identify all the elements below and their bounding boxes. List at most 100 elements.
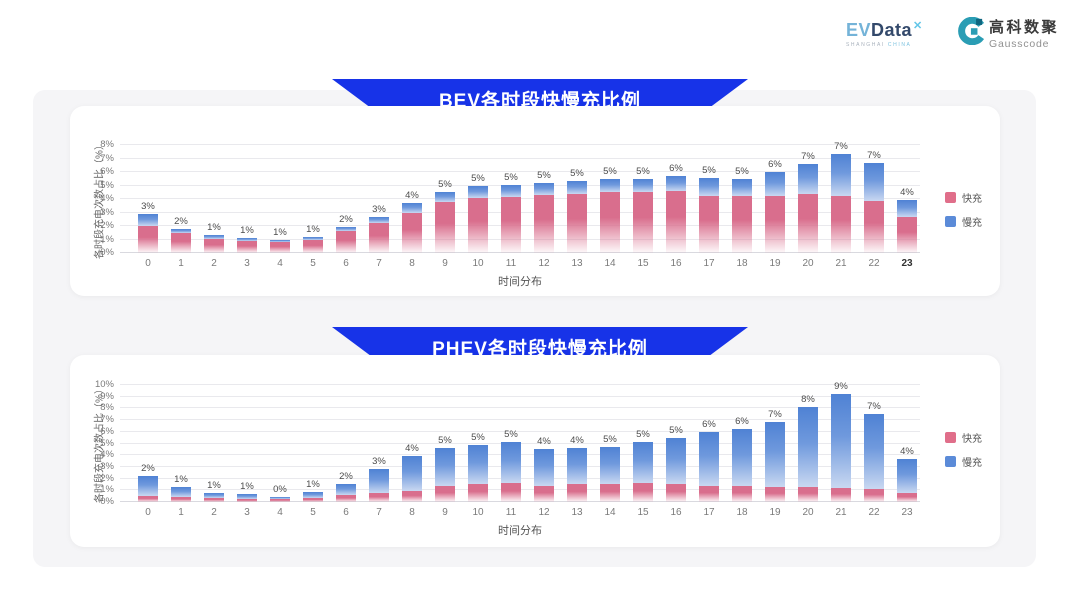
slow-charge-segment (600, 447, 620, 485)
x-tick-label: 22 (868, 507, 880, 518)
bar-value-label: 5% (504, 171, 518, 183)
slow-charge-segment (369, 469, 389, 493)
gausscode-logo: 高科数聚 Gausscode (956, 16, 1059, 50)
slow-charge-segment (699, 178, 719, 196)
fast-charge-segment (138, 226, 158, 253)
slow-charge-segment (501, 442, 521, 484)
slow-charge-segment (567, 448, 587, 485)
slow-charge-segment (303, 237, 323, 240)
legend-item-slow: 慢充 (945, 214, 982, 229)
x-tick-label: 13 (571, 258, 583, 269)
slow-charge-segment (336, 483, 356, 495)
bar-value-label: 5% (471, 431, 485, 443)
fast-charge-segment (204, 497, 224, 502)
fast-charge-segment (567, 193, 587, 253)
gausscode-en-text: Gausscode (989, 38, 1050, 50)
y-tick-label: 0% (100, 496, 114, 507)
slow-charge-segment (468, 444, 488, 485)
bar-hour-9 (435, 447, 455, 502)
x-tick-label: 8 (409, 258, 415, 269)
slow-charge-segment (171, 487, 191, 498)
x-tick-label: 16 (670, 258, 682, 269)
slow-charge-segment (171, 228, 191, 234)
x-tick-label: 20 (802, 507, 814, 518)
slow-charge-segment (402, 203, 422, 213)
legend-label-slow: 慢充 (962, 458, 982, 469)
x-tick-label: 7 (376, 507, 382, 518)
x-tick-label: 12 (538, 258, 550, 269)
bar-hour-4 (270, 240, 290, 253)
slow-charge-segment (765, 422, 785, 487)
evdata-wordmark: EVData✕ (846, 20, 922, 41)
bar-hour-8 (402, 203, 422, 253)
x-tick-label: 0 (145, 507, 151, 518)
x-tick-label: 15 (637, 507, 649, 518)
bev-legend: 快充 慢充 (945, 190, 982, 229)
bar-hour-19 (765, 422, 785, 502)
bar-hour-2 (204, 492, 224, 502)
x-tick-label: 18 (736, 507, 748, 518)
fast-charge-segment (171, 233, 191, 253)
legend-label-slow: 慢充 (962, 218, 982, 229)
fast-charge-segment (204, 238, 224, 253)
y-tick-label: 8% (100, 402, 114, 414)
bar-hour-5 (303, 492, 323, 502)
bar-value-label: 9% (834, 381, 848, 393)
slow-charge-segment (666, 176, 686, 191)
slow-charge-segment (633, 178, 653, 193)
bar-hour-15 (633, 442, 653, 502)
bar-value-label: 8% (801, 394, 815, 406)
slow-charge-segment (798, 407, 818, 487)
x-tick-label: 17 (703, 507, 715, 518)
bar-value-label: 4% (900, 445, 914, 457)
x-tick-label: 1 (178, 258, 184, 269)
gausscode-cn-text: 高科数聚 (989, 19, 1060, 36)
bar-value-label: 7% (834, 141, 848, 153)
x-tick-label: 20 (802, 258, 814, 269)
bar-value-label: 4% (405, 190, 419, 202)
y-tick-label: 5% (100, 437, 114, 449)
y-tick-label: 5% (100, 179, 114, 191)
legend-swatch-fast (945, 432, 956, 443)
y-tick-label: 1% (100, 484, 114, 496)
bar-hour-21 (831, 154, 851, 253)
x-tick-label: 18 (736, 258, 748, 269)
x-tick-label: 3 (244, 258, 250, 269)
bar-value-label: 5% (438, 434, 452, 446)
fast-charge-segment (600, 192, 620, 253)
bar-value-label: 5% (636, 165, 650, 177)
bar-hour-16 (666, 176, 686, 253)
fast-charge-segment (138, 496, 158, 502)
evdata-x-icon: ✕ (913, 20, 923, 32)
slow-charge-segment (534, 183, 554, 195)
x-tick-label: 6 (343, 258, 349, 269)
fast-charge-segment (864, 489, 884, 502)
x-tick-label: 13 (571, 507, 583, 518)
bar-hour-3 (237, 238, 257, 253)
bar-value-label: 2% (141, 462, 155, 474)
bar-hour-12 (534, 183, 554, 253)
x-tick-label: 21 (835, 258, 847, 269)
y-tick-label: 4% (100, 193, 114, 204)
fast-charge-segment (534, 485, 554, 502)
slow-charge-segment (138, 475, 158, 497)
bar-value-label: 1% (207, 479, 221, 491)
bar-hour-22 (864, 414, 884, 502)
fast-charge-segment (567, 484, 587, 502)
fast-charge-segment (732, 196, 752, 253)
legend-item-fast: 快充 (945, 430, 982, 445)
x-tick-label: 2 (211, 258, 217, 269)
slow-charge-segment (369, 216, 389, 224)
gridline (120, 419, 920, 421)
fast-charge-segment (897, 492, 917, 502)
bar-value-label: 7% (801, 150, 815, 162)
fast-charge-segment (336, 231, 356, 253)
bar-hour-12 (534, 449, 554, 502)
bev-plot-area: 0% 1% 2% 3% 4% 5% 6% 7% 8% 3% 0 2% 1 1% 2 1% 3 1% 4 1% 5 2% 6 3… (100, 139, 920, 269)
fast-charge-segment (402, 491, 422, 502)
slow-charge-segment (864, 414, 884, 490)
fast-charge-segment (237, 240, 257, 253)
fast-charge-segment (303, 239, 323, 253)
bar-hour-23 (897, 458, 917, 502)
